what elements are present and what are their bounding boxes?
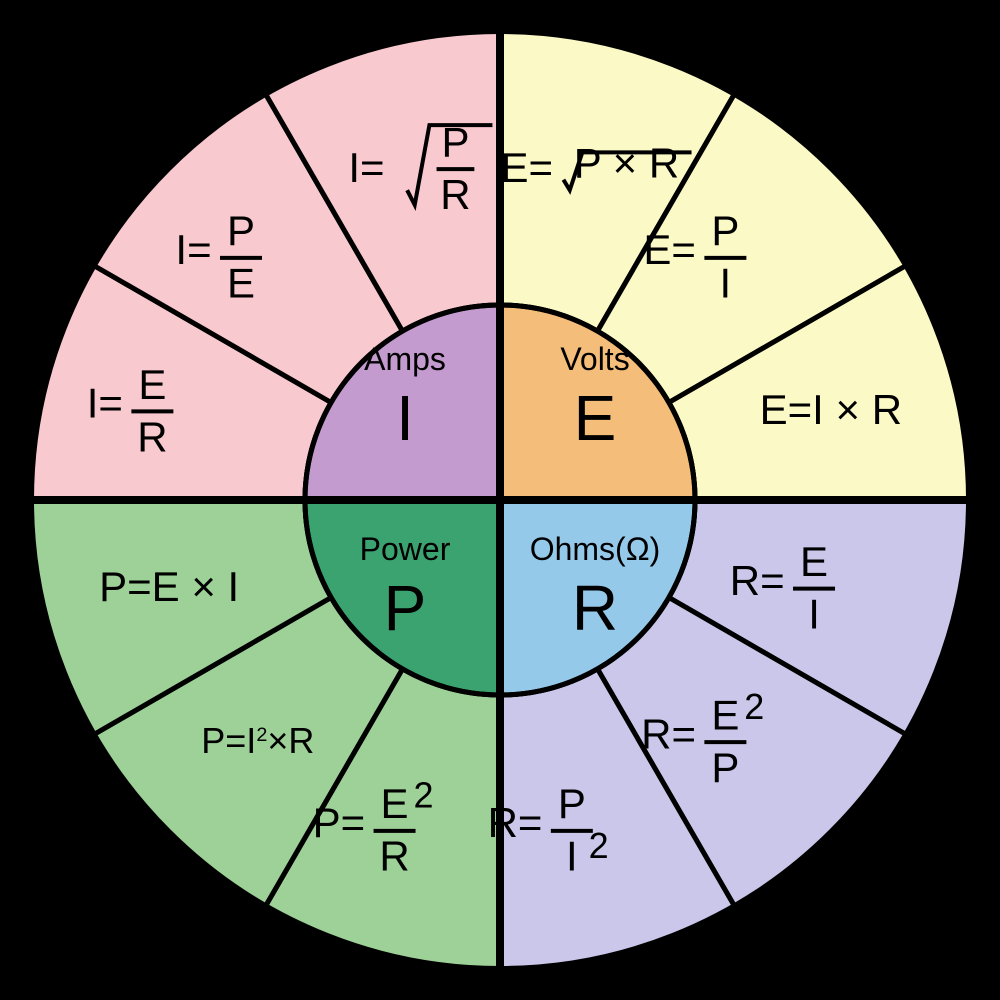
svg-text:P=: P=: [313, 799, 366, 846]
svg-text:I: I: [566, 833, 578, 880]
svg-text:P: P: [441, 119, 469, 166]
svg-text:I=: I=: [87, 380, 123, 427]
svg-text:E: E: [711, 692, 739, 739]
svg-text:P: P: [558, 780, 586, 827]
svg-text:P: P: [711, 207, 739, 254]
svg-text:E=I × R: E=I × R: [760, 386, 902, 433]
svg-text:E=: E=: [643, 226, 696, 273]
svg-text:I: I: [720, 260, 732, 307]
svg-text:P=E × I: P=E × I: [99, 563, 239, 610]
svg-text:R: R: [440, 171, 470, 218]
svg-text:2: 2: [589, 825, 609, 866]
hub-unit-I: Amps: [364, 341, 446, 377]
svg-text:E: E: [138, 361, 166, 408]
hub-unit-P: Power: [360, 531, 451, 567]
hub-symbol-R: R: [572, 572, 618, 644]
svg-text:E: E: [227, 260, 255, 307]
hub-symbol-I: I: [396, 382, 414, 454]
svg-text:R=: R=: [641, 710, 696, 757]
svg-text:2: 2: [413, 775, 433, 816]
svg-text:E=: E=: [500, 144, 553, 191]
formula-E-2: E=I × R: [760, 386, 902, 433]
hub-unit-R: Ohms(Ω): [530, 531, 661, 567]
svg-text:2: 2: [744, 686, 764, 727]
hub-symbol-P: P: [384, 572, 427, 644]
svg-text:R: R: [379, 833, 409, 880]
svg-text:P: P: [227, 207, 255, 254]
formula-E-0: E= P × R: [500, 140, 691, 191]
svg-text:E: E: [800, 538, 828, 585]
svg-text:R=: R=: [488, 799, 543, 846]
svg-text:I: I: [808, 591, 820, 638]
ohms-law-wheel: AmpsIVoltsEOhms(Ω)RPowerPI=ERI=PEI=PRE=P…: [0, 0, 1000, 1000]
svg-text:I=: I=: [348, 144, 384, 191]
svg-text:E: E: [381, 780, 409, 827]
svg-text:I=: I=: [175, 226, 211, 273]
hub-symbol-E: E: [574, 382, 617, 454]
svg-text:R=: R=: [730, 557, 785, 604]
hub-unit-E: Volts: [560, 341, 629, 377]
svg-text:P × R: P × R: [574, 140, 679, 187]
svg-text:R: R: [137, 413, 167, 460]
svg-text:P: P: [711, 744, 739, 791]
formula-P-2: P=E × I: [99, 563, 239, 610]
